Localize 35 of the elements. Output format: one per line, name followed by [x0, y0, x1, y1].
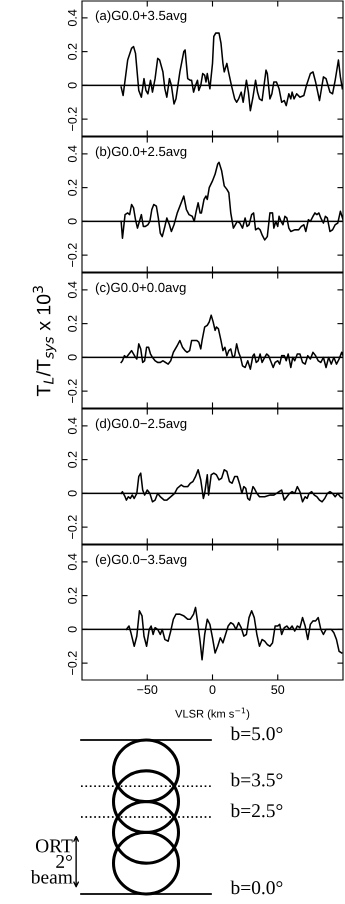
x-tick-label: 0: [210, 685, 216, 694]
text: (a)G0.0+3.5avg: [96, 10, 186, 23]
text: (e)G0.0−3.5avg: [96, 554, 186, 567]
text: ORT 2° beam: [30, 839, 73, 884]
y-tick-label: 0: [68, 354, 77, 360]
text: b=0.0°: [230, 880, 282, 894]
y-tick-label: 0.4: [68, 10, 77, 26]
text: b=5.0°: [230, 726, 282, 740]
x-tick-label: −50: [137, 685, 158, 694]
text: (d)G0.0−2.5avg: [96, 418, 186, 431]
y-tick-label: −0.2: [68, 515, 77, 539]
text: (c)G0.0+0.0avg: [96, 282, 186, 295]
y-tick-label: 0.4: [68, 146, 77, 162]
text: b=3.5°: [230, 772, 282, 787]
y-tick-label: −0.2: [68, 243, 77, 267]
text: b=2.5°: [230, 804, 282, 818]
y-tick-label: 0.2: [68, 180, 77, 196]
y-tick-label: 0: [68, 490, 77, 496]
y-tick-label: 0.2: [68, 316, 77, 332]
y-tick-label: 0.2: [68, 588, 77, 604]
y-tick-label: 0.4: [68, 418, 77, 434]
y-tick-label: 0: [68, 218, 77, 224]
y-tick-label: −0.2: [68, 651, 77, 675]
x-axis-title: VLSR (km s$^{−1}$): [175, 708, 250, 720]
text: (b)G0.0+2.5avg: [96, 146, 186, 159]
y-tick-label: −0.2: [68, 379, 77, 403]
y-tick-label: 0: [68, 82, 77, 88]
y-tick-label: 0: [68, 626, 77, 632]
y-tick-label: 0.2: [68, 452, 77, 468]
y-tick-label: −0.2: [68, 107, 77, 131]
y-tick-label: 0.4: [68, 282, 77, 298]
y-tick-label: 0.2: [68, 44, 77, 60]
y-axis-title: T$_{L}$/T$_{sys}$ x 10$^{3}$: [32, 286, 56, 396]
y-tick-label: 0.4: [68, 554, 77, 570]
x-tick-label: 50: [271, 685, 284, 694]
